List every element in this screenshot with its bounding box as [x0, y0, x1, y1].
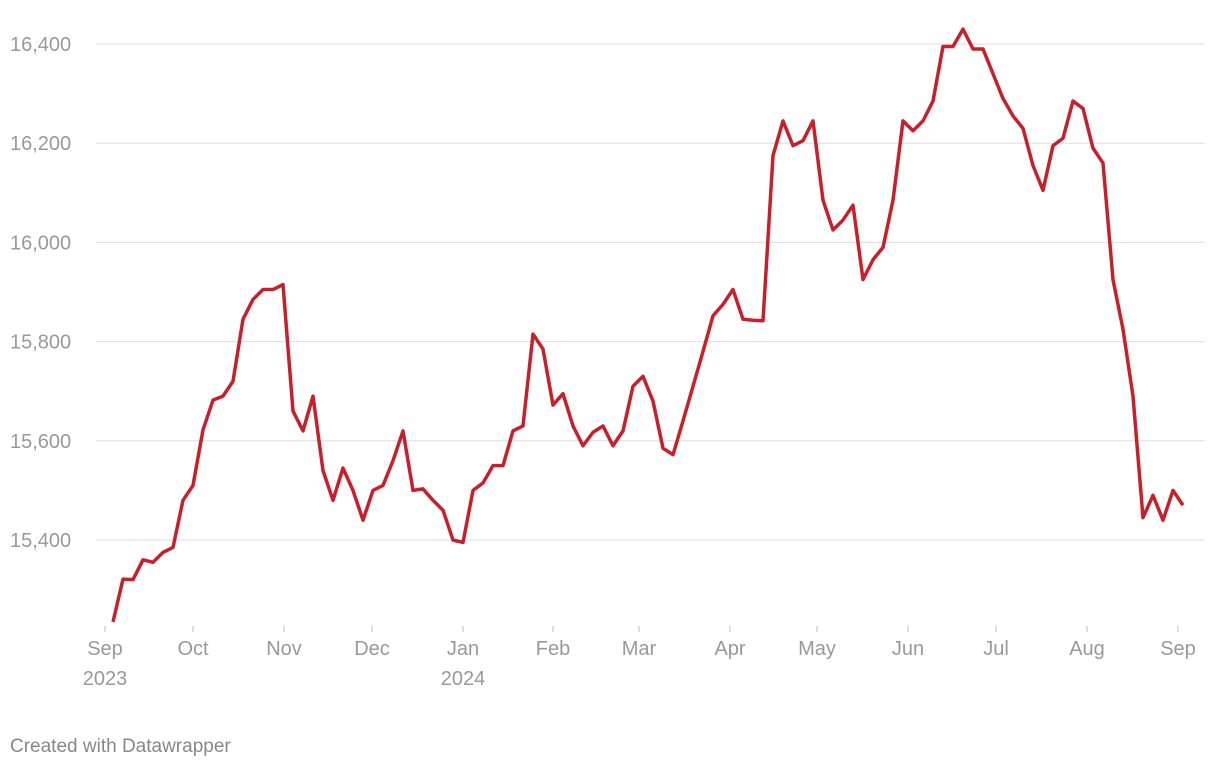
x-tick-label: Apr	[714, 638, 745, 660]
x-tick-label: Jun	[892, 638, 924, 660]
x-tick-label: Oct	[177, 638, 209, 660]
y-tick-label: 16,000	[10, 232, 71, 254]
y-tick-label: 16,200	[10, 133, 71, 155]
x-tick-label: May	[798, 638, 836, 660]
x-tick-label: Sep 2023	[83, 638, 128, 690]
line	[111, 27, 1185, 623]
x-tick-label: Mar	[622, 638, 657, 660]
y-tick-label: 15,600	[10, 431, 71, 453]
x-tick-label: Dec	[354, 638, 390, 660]
x-tick-label: Jan 2024	[441, 638, 486, 690]
x-tick-label: Sep	[1160, 638, 1196, 660]
y-tick-label: 15,800	[10, 332, 71, 354]
y-tick-label: 16,400	[10, 34, 71, 56]
x-tick-label: Nov	[266, 638, 302, 660]
x-tick-label: Jul	[983, 638, 1009, 660]
footer: Created with Datawrapper	[10, 736, 231, 757]
y-tick-label: 15,400	[10, 530, 71, 552]
x-tick-label: Aug	[1069, 638, 1105, 660]
x-tick-label: Feb	[536, 638, 570, 660]
